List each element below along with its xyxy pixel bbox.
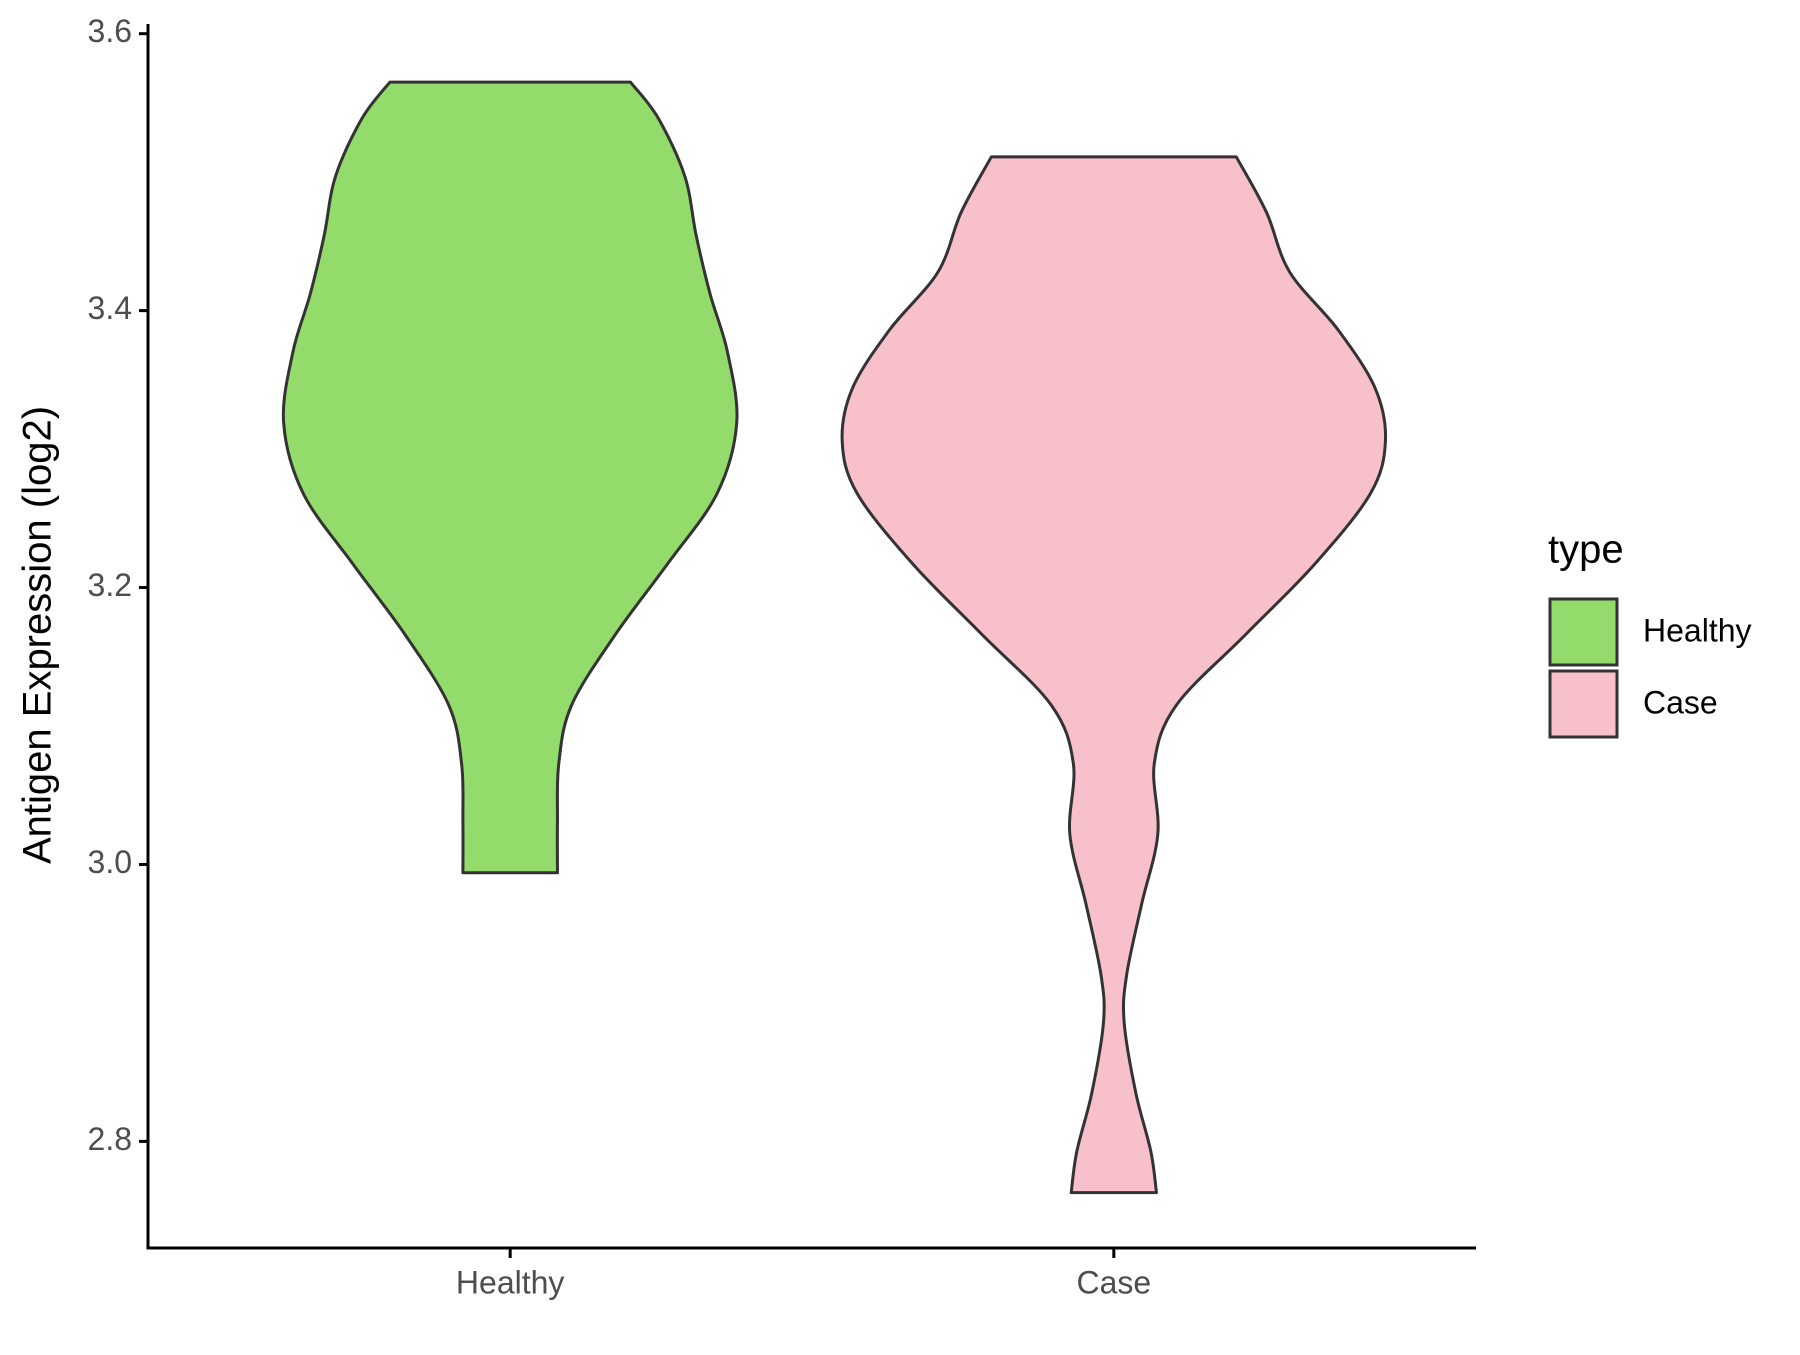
y-tick-label: 3.6	[88, 13, 132, 49]
legend-title: type	[1548, 528, 1624, 572]
violin	[840, 155, 1388, 1195]
legend-label: Healthy	[1643, 612, 1752, 648]
y-tick-label: 3.2	[88, 567, 132, 603]
legend-key	[1548, 597, 1619, 667]
y-tick-label: 2.8	[88, 1121, 132, 1157]
x-tick-label: Case	[1076, 1264, 1151, 1300]
x-tick-label: Healthy	[456, 1264, 565, 1300]
y-tick-label: 3.4	[88, 290, 132, 326]
y-axis-title: Antigen Expression (log2)	[16, 406, 60, 864]
legend-key	[1548, 669, 1619, 739]
legend-label: Case	[1643, 684, 1718, 720]
y-tick-label: 3.0	[88, 844, 132, 880]
violin	[281, 80, 739, 875]
